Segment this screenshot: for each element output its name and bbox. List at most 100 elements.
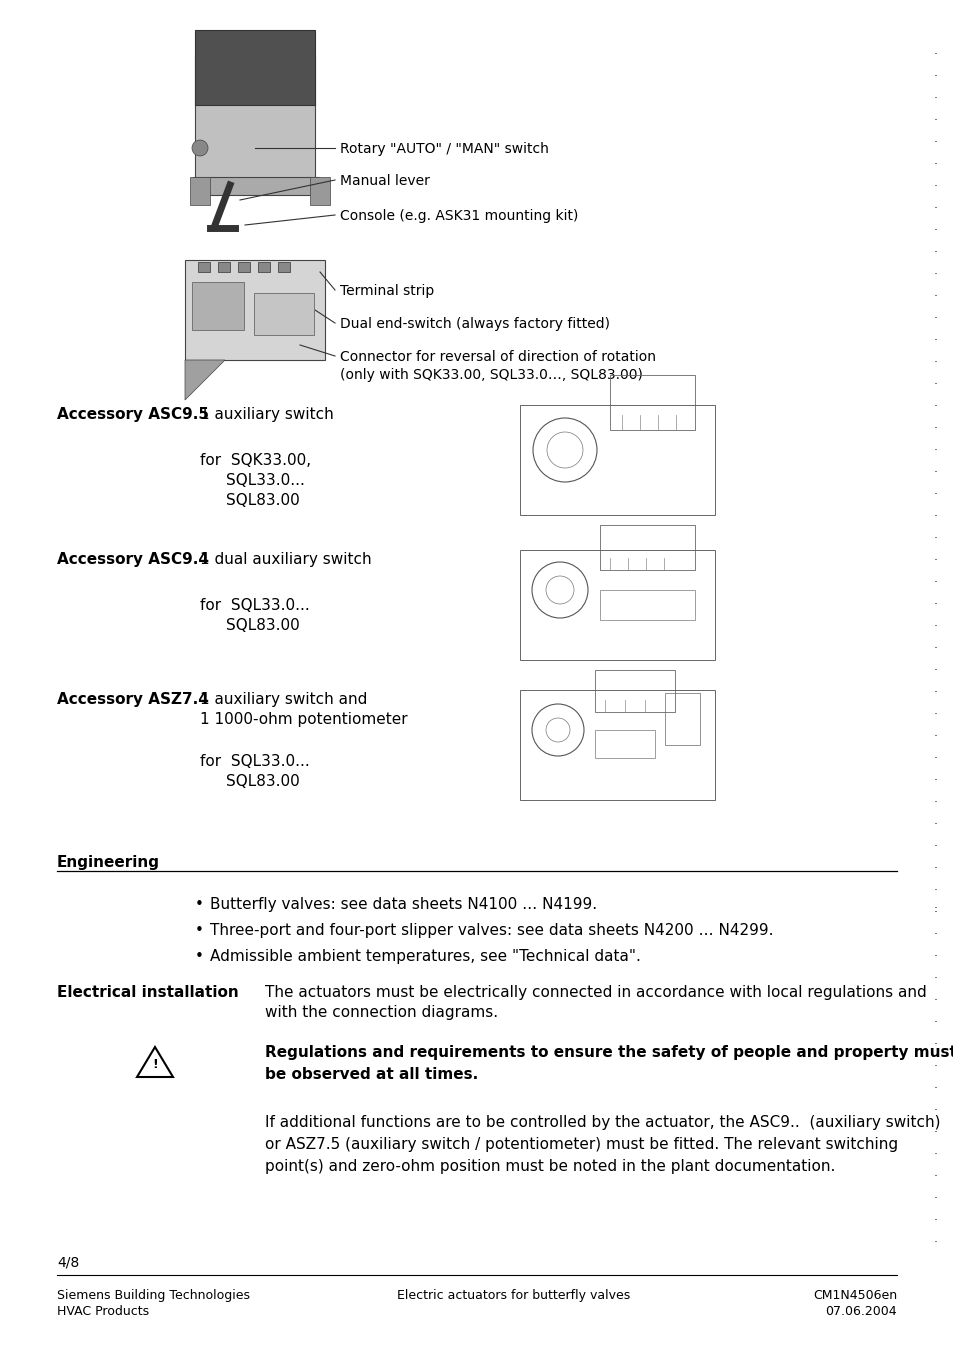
Text: SQL33.0...: SQL33.0...	[226, 473, 305, 488]
Text: CM1N4506en: CM1N4506en	[812, 1289, 896, 1302]
Bar	[198, 262, 210, 272]
Bar	[519, 405, 714, 515]
Text: Accessory ASC9.4: Accessory ASC9.4	[57, 553, 209, 567]
Text: for  SQL33.0...: for SQL33.0...	[200, 598, 310, 613]
Text: .: .	[933, 659, 937, 673]
Text: .: .	[933, 792, 937, 804]
Text: Admissible ambient temperatures, see "Technical data".: Admissible ambient temperatures, see "Te…	[210, 948, 640, 965]
Text: be observed at all times.: be observed at all times.	[265, 1067, 477, 1082]
Text: Siemens Building Technologies: Siemens Building Technologies	[57, 1289, 250, 1302]
Text: .: .	[933, 462, 937, 474]
Bar	[257, 262, 270, 272]
Text: Regulations and requirements to ensure the safety of people and property must: Regulations and requirements to ensure t…	[265, 1046, 953, 1061]
Text: .: .	[933, 330, 937, 343]
Text: .: .	[933, 242, 937, 254]
Bar	[519, 690, 714, 800]
Text: .: .	[933, 858, 937, 870]
Text: 1 auxiliary switch: 1 auxiliary switch	[200, 407, 334, 422]
Text: .: .	[933, 527, 937, 540]
Text: .: .	[933, 1034, 937, 1047]
Text: .: .	[933, 813, 937, 827]
Bar	[595, 730, 655, 758]
Text: !: !	[152, 1058, 157, 1071]
Text: Electric actuators for butterfly valves: Electric actuators for butterfly valves	[396, 1289, 630, 1302]
Bar	[218, 262, 230, 272]
Text: Three-port and four-port slipper valves: see data sheets N4200 … N4299.: Three-port and four-port slipper valves:…	[210, 923, 773, 938]
Text: .: .	[933, 197, 937, 211]
Text: .: .	[933, 924, 937, 936]
Text: •: •	[194, 897, 204, 912]
Text: .: .	[933, 417, 937, 431]
Text: .: .	[933, 1121, 937, 1135]
Text: SQL83.00: SQL83.00	[226, 493, 299, 508]
Text: •: •	[194, 923, 204, 938]
Text: SQL83.00: SQL83.00	[226, 617, 299, 634]
Text: .: .	[933, 1143, 937, 1156]
Text: Butterfly valves: see data sheets N4100 … N4199.: Butterfly valves: see data sheets N4100 …	[210, 897, 597, 912]
Text: .: .	[933, 65, 937, 78]
Text: .: .	[933, 550, 937, 562]
Text: .: .	[933, 154, 937, 166]
Text: .: .	[933, 725, 937, 739]
Text: .: .	[933, 219, 937, 232]
Text: Manual lever: Manual lever	[339, 174, 430, 188]
Text: .: .	[933, 967, 937, 981]
Text: .: .	[933, 1012, 937, 1024]
Text: for  SQL33.0...: for SQL33.0...	[200, 754, 310, 769]
Text: 1 dual auxiliary switch: 1 dual auxiliary switch	[200, 553, 372, 567]
Text: Electrical installation: Electrical installation	[57, 985, 238, 1000]
Text: Rotary "AUTO" / "MAN" switch: Rotary "AUTO" / "MAN" switch	[339, 142, 548, 155]
Text: .: .	[933, 1100, 937, 1112]
Text: .: .	[933, 901, 937, 915]
Text: .: .	[933, 109, 937, 123]
Text: .: .	[933, 396, 937, 408]
Bar	[599, 590, 695, 620]
Text: .: .	[933, 1209, 937, 1223]
Text: .: .	[933, 747, 937, 761]
Text: .: .	[933, 308, 937, 320]
Text: 07.06.2004: 07.06.2004	[824, 1305, 896, 1319]
Text: .: .	[933, 131, 937, 145]
Text: 4/8: 4/8	[57, 1255, 79, 1269]
Text: .: .	[933, 484, 937, 497]
Bar	[609, 376, 695, 430]
Text: .: .	[933, 263, 937, 277]
Text: .: .	[933, 1078, 937, 1090]
Bar	[519, 550, 714, 661]
Text: .: .	[933, 1055, 937, 1069]
Text: The actuators must be electrically connected in accordance with local regulation: The actuators must be electrically conne…	[265, 985, 925, 1000]
Text: .: .	[933, 505, 937, 519]
Bar	[194, 55, 314, 185]
Text: SQL83.00: SQL83.00	[226, 774, 299, 789]
Bar	[185, 259, 325, 359]
Text: Accessory ASZ7.4: Accessory ASZ7.4	[57, 692, 209, 707]
Bar	[595, 670, 675, 712]
Text: Dual end-switch (always factory fitted): Dual end-switch (always factory fitted)	[339, 317, 609, 331]
Bar	[237, 262, 250, 272]
Bar	[664, 693, 700, 744]
Bar	[190, 177, 210, 205]
Text: If additional functions are to be controlled by the actuator, the ASC9..  (auxil: If additional functions are to be contro…	[265, 1115, 940, 1129]
Bar	[310, 177, 330, 205]
Text: 1 1000-ohm potentiometer: 1 1000-ohm potentiometer	[200, 712, 407, 727]
Text: .: .	[933, 373, 937, 386]
Text: .: .	[933, 285, 937, 299]
Text: .: .	[933, 835, 937, 848]
Text: .: .	[933, 681, 937, 694]
Text: .: .	[933, 989, 937, 1002]
Text: Console (e.g. ASK31 mounting kit): Console (e.g. ASK31 mounting kit)	[339, 209, 578, 223]
Text: .: .	[933, 898, 937, 912]
Bar	[192, 282, 244, 330]
Text: .: .	[933, 638, 937, 650]
Text: HVAC Products: HVAC Products	[57, 1305, 149, 1319]
Bar	[194, 30, 314, 105]
Text: .: .	[933, 176, 937, 189]
Text: .: .	[933, 704, 937, 716]
Text: •: •	[194, 948, 204, 965]
Text: point(s) and zero-ohm position must be noted in the plant documentation.: point(s) and zero-ohm position must be n…	[265, 1159, 835, 1174]
Text: Connector for reversal of direction of rotation: Connector for reversal of direction of r…	[339, 350, 656, 363]
Text: (only with SQK33.00, SQL33.0…, SQL83.00): (only with SQK33.00, SQL33.0…, SQL83.00)	[339, 367, 642, 382]
Polygon shape	[185, 359, 225, 400]
Text: .: .	[933, 1166, 937, 1178]
Text: for  SQK33.00,: for SQK33.00,	[200, 453, 311, 467]
